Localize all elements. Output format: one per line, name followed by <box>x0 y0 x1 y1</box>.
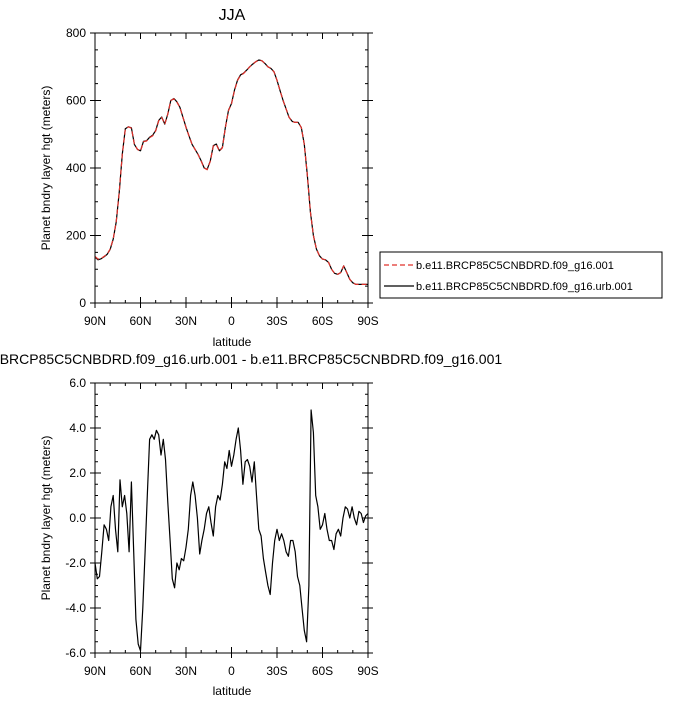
bottom-chart: b.e11.BRCP85C5CNBDRD.f09_g16.urb.001 - b… <box>0 351 502 698</box>
top-x-tick-label: 0 <box>228 314 235 328</box>
top-y-tick-label: 0 <box>79 296 86 310</box>
top-chart-series <box>94 59 368 285</box>
bottom-y-tick-label: 4.0 <box>69 421 86 435</box>
top-y-tick-label: 600 <box>66 94 86 108</box>
bottom-x-tick-label: 90N <box>84 664 106 678</box>
top-chart-frame <box>94 32 369 304</box>
top-chart: JJA 90N 60N 30N 0 30S 60S 90S 0 200 400 600 800 lat… <box>39 7 663 349</box>
bottom-y-tick-label: 2.0 <box>69 466 86 480</box>
top-series-line-0 <box>94 59 368 285</box>
top-x-tick-label: 90S <box>357 314 378 328</box>
legend-label-series-0: b.e11.BRCP85C5CNBDRD.f09_g16.001 <box>416 260 614 272</box>
top-chart-xlabel: latitude <box>213 335 252 349</box>
bottom-chart-xlabel: latitude <box>213 684 252 698</box>
bottom-x-tick-label: 90S <box>357 664 378 678</box>
bottom-series-line-0 <box>94 409 369 652</box>
bottom-chart-series <box>94 409 369 652</box>
top-x-tick-label: 60N <box>129 314 151 328</box>
top-x-tick-label: 30S <box>266 314 287 328</box>
top-y-tick-label: 800 <box>66 26 86 40</box>
top-series-line-1 <box>94 59 368 285</box>
bottom-x-tick-label: 0 <box>228 664 235 678</box>
top-chart-title: JJA <box>219 7 246 24</box>
bottom-y-tick-label: 6.0 <box>69 376 86 390</box>
bottom-chart-title: b.e11.BRCP85C5CNBDRD.f09_g16.urb.001 - b… <box>0 351 502 367</box>
top-y-tick-label: 200 <box>66 229 86 243</box>
bottom-y-tick-label: -2.0 <box>65 556 86 570</box>
top-x-tick-label: 90N <box>84 314 106 328</box>
top-chart-ylabel: Planet bndry layer hgt (meters) <box>39 86 53 251</box>
top-x-tick-label: 60S <box>312 314 333 328</box>
top-x-tick-label: 30N <box>175 314 197 328</box>
bottom-x-tick-label: 60S <box>312 664 333 678</box>
legend-box <box>379 251 663 299</box>
bottom-y-tick-label: -4.0 <box>65 601 86 615</box>
bottom-y-tick-label: 0.0 <box>69 511 86 525</box>
bottom-y-tick-label: -6.0 <box>65 646 86 660</box>
legend-label-series-1: b.e11.BRCP85C5CNBDRD.f09_g16.urb.001 <box>416 281 633 293</box>
top-chart-legend: b.e11.BRCP85C5CNBDRD.f09_g16.001 b.e11.B… <box>379 251 663 299</box>
bottom-x-tick-label: 30S <box>266 664 287 678</box>
bottom-chart-frame <box>94 382 369 654</box>
top-chart-ticks: 90N 60N 30N 0 30S 60S 90S 0 200 400 600 800 <box>66 26 379 328</box>
bottom-chart-ticks: 90N 60N 30N 0 30S 60S 90S -6.0 -4.0 -2.0 0.0 2.0 4.0… <box>65 376 378 678</box>
top-y-tick-label: 400 <box>66 161 86 175</box>
bottom-x-tick-label: 30N <box>175 664 197 678</box>
bottom-x-tick-label: 60N <box>129 664 151 678</box>
bottom-chart-ylabel: Planet bndry layer hgt (meters) <box>39 436 53 601</box>
